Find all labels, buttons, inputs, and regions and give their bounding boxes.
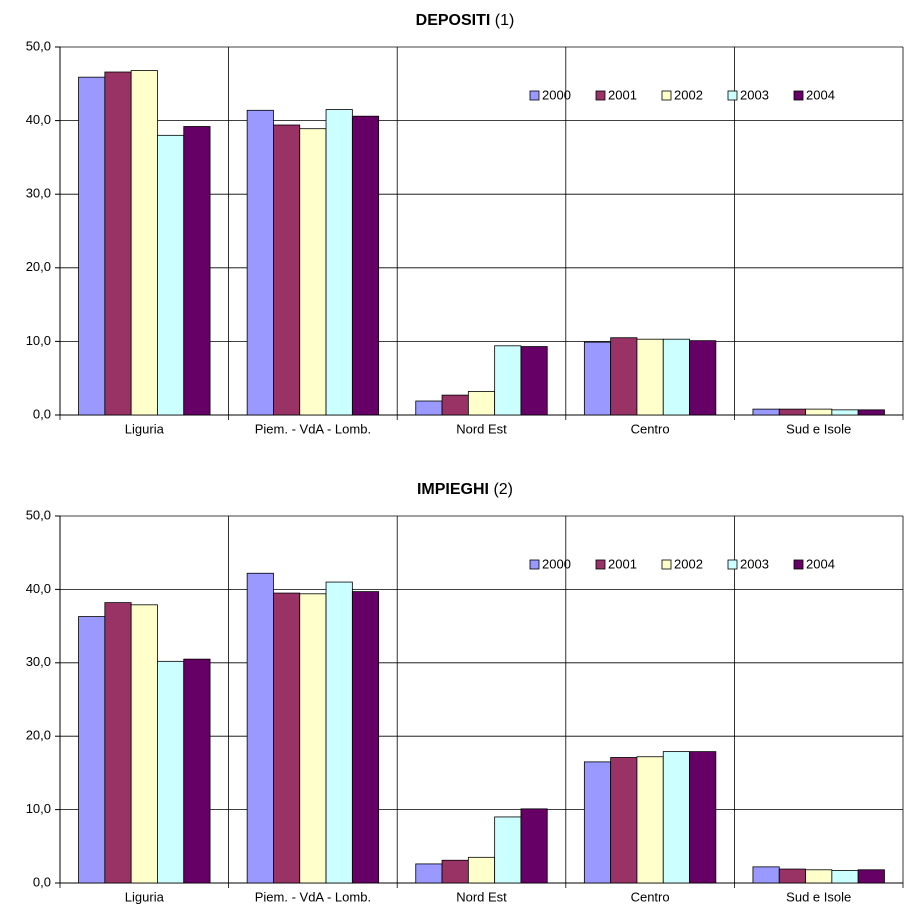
- bar: [831, 409, 859, 416]
- legend-swatch: [595, 90, 606, 101]
- x-tick-label: Centro: [631, 421, 670, 436]
- bar: [351, 115, 380, 416]
- title-note: (1): [495, 12, 515, 29]
- bar: [778, 408, 806, 416]
- bar: [752, 408, 780, 416]
- x-tick-label: Nord Est: [456, 421, 507, 436]
- legend-label: 2000: [542, 556, 571, 571]
- legend-label: 2002: [674, 556, 703, 571]
- bar: [183, 658, 211, 884]
- bar: [610, 337, 638, 416]
- bar: [325, 109, 353, 416]
- bar: [520, 808, 548, 884]
- legend-swatch: [727, 559, 738, 570]
- y-tick-label: 20,0: [26, 728, 51, 743]
- bar: [752, 866, 780, 884]
- legend-swatch: [529, 559, 540, 570]
- legend-swatch: [793, 559, 804, 570]
- bar: [273, 124, 301, 416]
- legend-label: 2004: [806, 556, 835, 571]
- bar: [831, 870, 859, 884]
- y-tick-label: 0,0: [33, 406, 51, 421]
- y-tick-label: 40,0: [26, 581, 51, 596]
- legend-swatch: [529, 90, 540, 101]
- bar: [441, 394, 469, 416]
- bar: [104, 71, 132, 416]
- legend-label: 2001: [608, 556, 637, 571]
- bar: [78, 616, 106, 884]
- y-tick-label: 0,0: [33, 874, 51, 889]
- bar: [583, 761, 612, 884]
- bar: [325, 581, 353, 884]
- x-tick-label: Sud e Isole: [786, 421, 851, 436]
- title-main: DEPOSITI: [416, 12, 491, 29]
- bar: [778, 868, 806, 884]
- legend-label: 2002: [674, 87, 703, 102]
- bar: [610, 757, 638, 884]
- bar: [299, 128, 327, 416]
- bar: [299, 593, 327, 884]
- bar: [467, 391, 496, 416]
- legend-label: 2001: [608, 87, 637, 102]
- bar: [104, 602, 132, 884]
- bar: [415, 863, 443, 884]
- y-tick-label: 30,0: [26, 654, 51, 669]
- y-tick-label: 20,0: [26, 259, 51, 274]
- bar: [467, 856, 496, 884]
- bar: [662, 751, 690, 884]
- bar: [273, 592, 301, 884]
- bar: [351, 591, 380, 884]
- bar: [857, 409, 885, 416]
- x-tick-label: Nord Est: [456, 889, 507, 904]
- y-tick-label: 50,0: [26, 507, 51, 522]
- bar: [441, 859, 469, 884]
- bar: [805, 869, 833, 884]
- y-tick-label: 40,0: [26, 112, 51, 127]
- legend-swatch: [793, 90, 804, 101]
- bar: [636, 338, 664, 416]
- bar: [520, 346, 548, 416]
- chart-title: IMPIEGHI (2): [417, 481, 513, 498]
- bar: [415, 400, 443, 416]
- x-tick-label: Liguria: [125, 889, 165, 904]
- bar: [805, 408, 833, 416]
- bar: [636, 756, 664, 884]
- x-tick-label: Piem. - VdA - Lomb.: [255, 421, 371, 436]
- bar: [78, 76, 106, 416]
- bar: [246, 109, 274, 416]
- x-tick-label: Piem. - VdA - Lomb.: [255, 889, 371, 904]
- legend-swatch: [661, 90, 672, 101]
- bar: [183, 126, 211, 416]
- bar: [583, 341, 612, 416]
- legend-label: 2004: [806, 87, 835, 102]
- title-note: (2): [493, 481, 513, 498]
- bar: [157, 660, 185, 884]
- x-tick-label: Sud e Isole: [786, 889, 851, 904]
- legend-swatch: [595, 559, 606, 570]
- bar: [246, 572, 274, 884]
- bar: [157, 134, 185, 416]
- legend-label: 2000: [542, 87, 571, 102]
- x-tick-label: Liguria: [125, 421, 165, 436]
- bar: [130, 70, 158, 416]
- bar: [689, 340, 717, 416]
- y-tick-label: 50,0: [26, 38, 51, 53]
- bar: [857, 869, 885, 884]
- bar: [662, 338, 690, 416]
- legend-swatch: [661, 559, 672, 570]
- bar: [494, 345, 522, 416]
- bar: [130, 604, 158, 884]
- y-tick-label: 10,0: [26, 801, 51, 816]
- title-main: IMPIEGHI: [417, 481, 489, 498]
- bar: [494, 816, 522, 884]
- legend-label: 2003: [740, 556, 769, 571]
- legend-swatch: [727, 90, 738, 101]
- x-tick-label: Centro: [631, 889, 670, 904]
- bar: [689, 751, 717, 884]
- chart-title: DEPOSITI (1): [416, 12, 515, 29]
- y-tick-label: 10,0: [26, 333, 51, 348]
- y-tick-label: 30,0: [26, 186, 51, 201]
- legend-label: 2003: [740, 87, 769, 102]
